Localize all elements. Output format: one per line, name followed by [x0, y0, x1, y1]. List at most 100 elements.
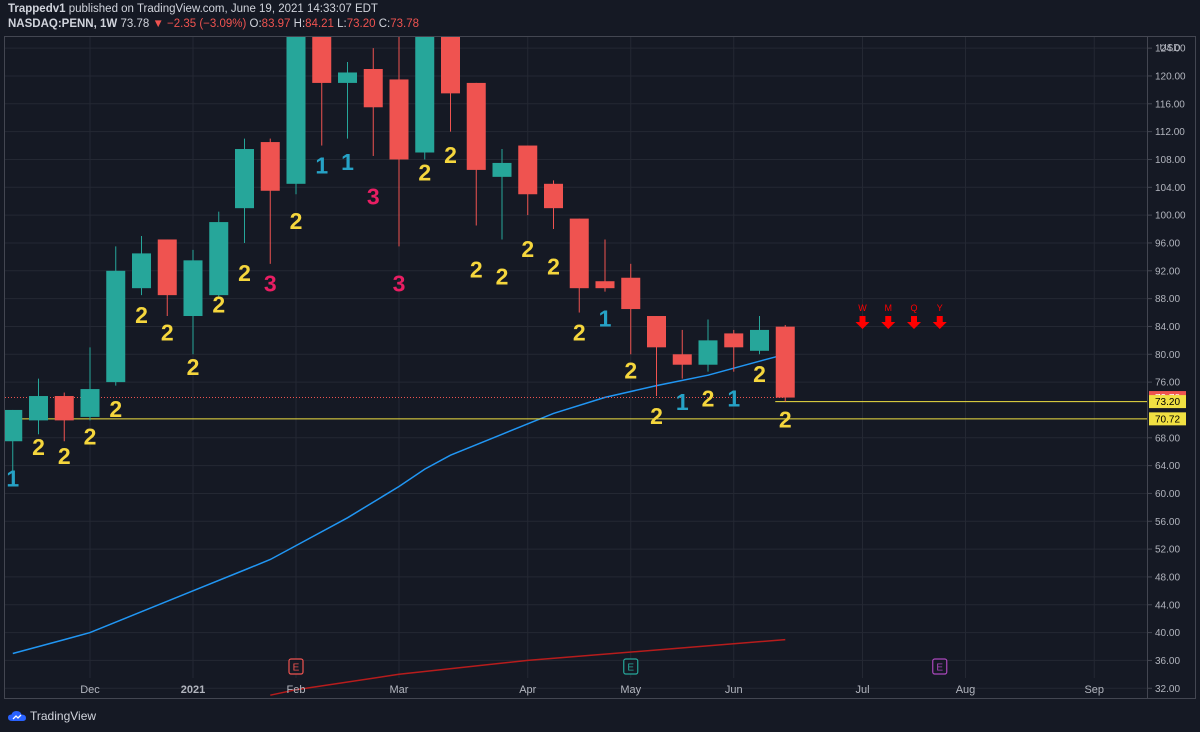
signal-down-arrow-icon: [881, 315, 896, 329]
candle-down: [54, 396, 74, 421]
chart-pane[interactable]: [4, 36, 1148, 699]
candle-up: [132, 253, 151, 289]
candle-count-label: 2: [135, 302, 148, 328]
candle-count-label: 2: [187, 354, 200, 380]
low-label: L:: [337, 18, 347, 30]
y-axis-tick-label: 120.00: [1155, 71, 1186, 82]
moving-average-line-red: [270, 638, 786, 696]
candle-count-label: 2: [521, 236, 534, 262]
candle-down: [466, 82, 486, 170]
y-axis-tick-label: 80.00: [1155, 350, 1180, 361]
candle-count-label: 1: [599, 305, 612, 331]
candle-up: [106, 270, 126, 383]
tradingview-logo[interactable]: TradingView: [8, 709, 96, 723]
currency-label: USD: [1159, 43, 1180, 54]
candle-up: [750, 329, 769, 351]
open-value: 83.97: [261, 18, 291, 30]
y-axis-tick-label: 96.00: [1155, 238, 1180, 249]
close-value: 73.78: [390, 18, 419, 30]
y-axis-tick-label: 64.00: [1155, 461, 1180, 472]
publisher-name[interactable]: Trappedv1: [8, 3, 66, 15]
x-axis-tick-label: Mar: [390, 684, 409, 696]
x-axis-tick-label: Sep: [1084, 684, 1104, 696]
x-axis-tick-label: 2021: [181, 684, 205, 696]
signal-label: W: [858, 303, 867, 313]
brand-name: TradingView: [30, 709, 97, 723]
candle-count-label: 2: [573, 319, 586, 345]
header-bar: Trappedv1 published on TradingView.com, …: [0, 0, 1200, 36]
x-axis-tick-label: Feb: [287, 684, 306, 696]
candle-count-label: 2: [624, 358, 637, 384]
y-axis-tick-label: 112.00: [1155, 127, 1185, 138]
candle-down: [569, 218, 589, 289]
y-axis-tick-label: 60.00: [1155, 489, 1180, 500]
y-axis-tick-label: 68.00: [1155, 433, 1180, 444]
candle-count-label: 3: [264, 271, 277, 297]
y-axis-tick-label: 92.00: [1155, 266, 1180, 277]
candle-count-label: 2: [650, 403, 663, 429]
candle-count-label: 2: [779, 406, 792, 432]
price-label-bg: [1149, 395, 1186, 409]
candle-down: [260, 142, 280, 191]
price-label-bg: [1149, 412, 1186, 426]
candle-count-label: 2: [702, 385, 715, 411]
candle-up: [698, 340, 718, 365]
candle-down: [621, 277, 641, 310]
published-text: published on TradingView.com, June 19, 2…: [68, 3, 378, 15]
symbol-label[interactable]: NASDAQ:PENN, 1W: [8, 18, 118, 30]
earnings-marker-label: E: [293, 663, 300, 674]
price-axis[interactable]: [1148, 36, 1196, 699]
candle-up: [235, 149, 254, 209]
y-axis-tick-label: 104.00: [1155, 183, 1186, 194]
candle-count-label: 1: [676, 389, 689, 415]
candle-down: [595, 281, 615, 289]
candle-down: [441, 37, 460, 94]
earnings-marker-icon: [932, 658, 948, 675]
y-axis-tick-label: 84.00: [1155, 322, 1180, 333]
candle-down: [647, 316, 666, 348]
close-label: C:: [378, 18, 391, 30]
candle-count-label: 2: [418, 159, 431, 185]
earnings-marker-icon: [288, 658, 304, 675]
earnings-marker-label: E: [936, 663, 943, 674]
candle-down: [518, 145, 538, 195]
y-axis-tick-label: 88.00: [1155, 294, 1180, 305]
earnings-marker-icon: [623, 658, 639, 675]
candle-up: [183, 260, 203, 317]
candle-count-label: 2: [547, 253, 560, 279]
x-axis-tick-label: May: [620, 684, 641, 696]
y-axis-tick-label: 40.00: [1155, 628, 1180, 639]
price-change: −2.35 (−3.09%): [167, 18, 247, 30]
x-axis-tick-label: Dec: [80, 684, 100, 696]
earnings-marker-label: E: [627, 663, 634, 674]
candle-count-label: 2: [753, 361, 766, 387]
x-axis-tick-label: Jun: [725, 684, 743, 696]
signal-down-arrow-icon: [855, 315, 870, 329]
candle-up: [338, 72, 357, 83]
y-axis-tick-label: 48.00: [1155, 572, 1180, 583]
x-axis-tick-label: Apr: [519, 684, 536, 696]
candle-down: [724, 333, 744, 348]
low-value: 73.20: [346, 18, 376, 30]
signal-label: M: [885, 303, 893, 313]
candle-up: [5, 409, 23, 442]
candle-count-label: 1: [315, 152, 328, 178]
signal-down-arrow-icon: [932, 315, 947, 329]
y-axis-tick-label: 36.00: [1155, 656, 1180, 667]
last-price: 73.78: [120, 18, 150, 30]
candle-count-label: 1: [341, 149, 354, 175]
x-axis-tick-label: Jul: [855, 684, 869, 696]
candle-up: [209, 222, 229, 296]
candle-count-label: 1: [727, 385, 740, 411]
candle-count-label: 2: [161, 319, 174, 345]
high-value: 84.21: [305, 18, 334, 30]
candle-up: [80, 389, 100, 417]
candle-count-label: 2: [290, 208, 303, 234]
y-axis-tick-label: 32.00: [1155, 684, 1180, 695]
candle-count-label: 2: [32, 434, 45, 460]
candle-count-label: 2: [238, 260, 251, 286]
tradingview-cloud-icon: [8, 711, 26, 721]
y-axis-tick-label: 76.00: [1155, 378, 1180, 389]
